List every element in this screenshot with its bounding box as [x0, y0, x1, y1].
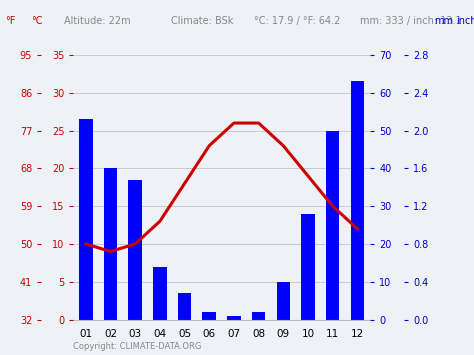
- Text: mm: 333 / inch: 13.1: mm: 333 / inch: 13.1: [360, 16, 462, 26]
- Bar: [351, 82, 364, 320]
- Text: inch: inch: [456, 16, 474, 26]
- Text: Altitude: 22m: Altitude: 22m: [64, 16, 131, 26]
- Bar: [276, 282, 290, 320]
- Text: °F: °F: [5, 16, 15, 26]
- Bar: [153, 267, 167, 320]
- Bar: [104, 168, 117, 320]
- Text: °C: °C: [31, 16, 42, 26]
- Text: °C: 17.9 / °F: 64.2: °C: 17.9 / °F: 64.2: [254, 16, 340, 26]
- Bar: [326, 131, 339, 320]
- Bar: [128, 180, 142, 320]
- Text: Copyright: CLIMATE-DATA.ORG: Copyright: CLIMATE-DATA.ORG: [73, 343, 202, 351]
- Text: mm: mm: [434, 16, 453, 26]
- Text: Climate: BSk: Climate: BSk: [171, 16, 233, 26]
- Bar: [227, 316, 241, 320]
- Bar: [252, 312, 265, 320]
- Bar: [178, 293, 191, 320]
- Bar: [202, 312, 216, 320]
- Bar: [301, 214, 315, 320]
- Bar: [79, 119, 92, 320]
